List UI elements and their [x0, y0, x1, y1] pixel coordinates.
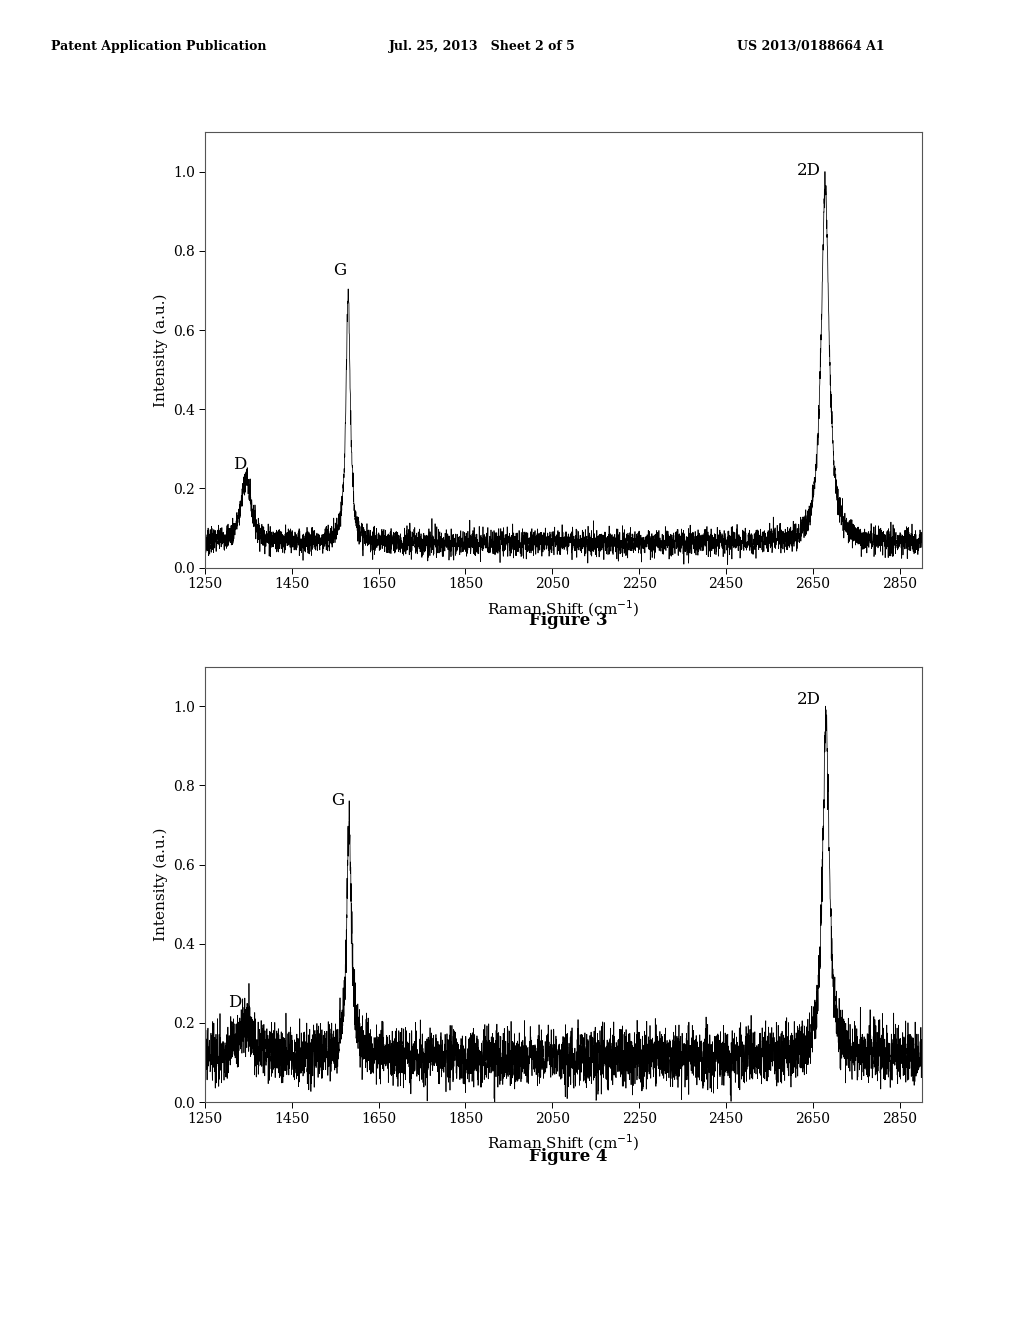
Text: 2D: 2D: [797, 161, 820, 178]
Text: Figure 4: Figure 4: [529, 1148, 607, 1166]
Text: D: D: [232, 457, 246, 474]
X-axis label: Raman Shift (cm$^{-1}$): Raman Shift (cm$^{-1}$): [486, 1133, 640, 1154]
Y-axis label: Intensity (a.u.): Intensity (a.u.): [154, 828, 168, 941]
X-axis label: Raman Shift (cm$^{-1}$): Raman Shift (cm$^{-1}$): [486, 598, 640, 619]
Y-axis label: Intensity (a.u.): Intensity (a.u.): [154, 293, 168, 407]
Text: G: G: [331, 792, 344, 809]
Text: G: G: [333, 263, 346, 279]
Text: D: D: [228, 994, 242, 1011]
Text: Figure 3: Figure 3: [529, 612, 607, 630]
Text: US 2013/0188664 A1: US 2013/0188664 A1: [737, 40, 885, 53]
Text: Jul. 25, 2013   Sheet 2 of 5: Jul. 25, 2013 Sheet 2 of 5: [389, 40, 575, 53]
Text: 2D: 2D: [797, 690, 820, 708]
Text: Patent Application Publication: Patent Application Publication: [51, 40, 266, 53]
